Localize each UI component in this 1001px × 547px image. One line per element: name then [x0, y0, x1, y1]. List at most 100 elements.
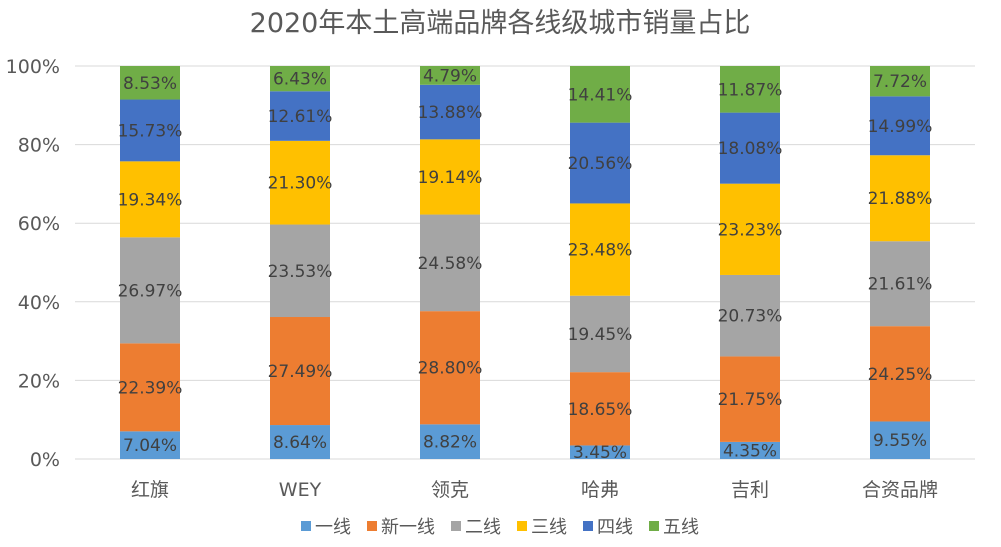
data-label: 6.43% — [273, 70, 327, 90]
data-label: 24.25% — [868, 365, 933, 385]
bar-segment — [120, 66, 180, 100]
data-label: 22.39% — [118, 378, 183, 398]
legend-swatch — [451, 521, 461, 531]
legend-swatch — [301, 521, 311, 531]
legend-swatch — [649, 521, 659, 531]
x-category-label: 红旗 — [131, 479, 169, 501]
legend-label: 四线 — [597, 517, 633, 538]
legend-label: 三线 — [531, 517, 567, 538]
bar-segment — [420, 424, 480, 459]
x-category-label: 哈弗 — [581, 479, 619, 501]
data-label: 23.53% — [268, 262, 333, 282]
bar-segment — [720, 356, 780, 442]
data-label: 27.49% — [268, 362, 333, 382]
bar-segment — [870, 241, 930, 327]
data-label: 4.35% — [723, 441, 777, 461]
data-label: 7.72% — [873, 72, 927, 92]
legend-label: 五线 — [663, 517, 699, 538]
bar-segment — [570, 372, 630, 446]
data-label: 20.56% — [568, 154, 633, 174]
bar-segment — [870, 96, 930, 156]
bar-segment — [720, 274, 780, 357]
gridlines — [75, 65, 975, 460]
bar-segment — [420, 214, 480, 312]
data-label: 13.88% — [418, 103, 483, 123]
bar-segment — [720, 66, 780, 113]
y-tick-label: 0% — [30, 449, 60, 471]
bar-segment — [270, 317, 330, 426]
data-label: 7.04% — [123, 436, 177, 456]
bar-segment — [570, 122, 630, 204]
bar-segment — [420, 311, 480, 425]
data-label: 3.45% — [573, 443, 627, 463]
y-tick-label: 20% — [18, 370, 60, 392]
bar-segment — [120, 431, 180, 459]
data-label: 21.75% — [718, 390, 783, 410]
data-label: 28.80% — [418, 359, 483, 379]
bar-segment — [420, 139, 480, 215]
legend-swatch — [517, 521, 527, 531]
bar-segment — [270, 91, 330, 141]
bar-segment — [570, 445, 630, 459]
bar-segment — [570, 203, 630, 296]
data-label: 8.64% — [273, 433, 327, 453]
legend: 一线 新一线 二线 三线 四线 五线 — [301, 517, 699, 538]
data-label: 14.99% — [868, 117, 933, 137]
x-axis-ticks: 红旗 WEY 领克 哈弗 吉利 合资品牌 — [131, 479, 938, 501]
bar-segment — [120, 237, 180, 344]
bar-segment — [120, 161, 180, 238]
bar-segment — [270, 224, 330, 318]
data-label: 24.58% — [418, 254, 483, 274]
data-label: 18.08% — [718, 139, 783, 159]
bar-segment — [270, 66, 330, 92]
y-tick-label: 60% — [18, 213, 60, 235]
y-tick-label: 100% — [6, 56, 60, 78]
bar-segment — [270, 425, 330, 459]
data-label: 20.73% — [718, 307, 783, 327]
bar-segment — [270, 140, 330, 225]
data-labels: 7.04% 22.39% 26.97% 19.34% 15.73% 8.53% 8.64% 2… — [118, 66, 933, 463]
bar-segment — [720, 441, 780, 459]
data-label: 12.61% — [268, 107, 333, 127]
x-category-label: 领克 — [431, 479, 469, 501]
x-category-label: 吉利 — [731, 479, 769, 501]
data-label: 14.41% — [568, 85, 633, 105]
y-axis-ticks: 0% 20% 40% 60% 80% 100% — [6, 56, 60, 471]
legend-label: 一线 — [315, 517, 351, 538]
bar-segment — [120, 343, 180, 432]
data-label: 4.79% — [423, 66, 477, 86]
data-label: 21.61% — [868, 275, 933, 295]
bar-segment — [870, 155, 930, 242]
x-category-label: WEY — [279, 479, 322, 501]
data-label: 19.14% — [418, 168, 483, 188]
legend-swatch — [367, 521, 377, 531]
y-tick-label: 40% — [18, 292, 60, 314]
data-label: 11.87% — [718, 80, 783, 100]
legend-swatch — [583, 521, 593, 531]
data-label: 15.73% — [118, 121, 183, 141]
bar-segment — [570, 66, 630, 123]
bar-segment — [870, 421, 930, 459]
data-label: 21.30% — [268, 174, 333, 194]
data-label: 9.55% — [873, 431, 927, 451]
data-label: 21.88% — [868, 189, 933, 209]
bar-segment — [720, 112, 780, 184]
bar-segment — [870, 66, 930, 97]
data-label: 8.53% — [123, 74, 177, 94]
bar-segment — [720, 183, 780, 275]
data-label: 26.97% — [118, 281, 183, 301]
data-label: 19.34% — [118, 190, 183, 210]
data-label: 19.45% — [568, 325, 633, 345]
bar-segment — [870, 326, 930, 422]
bar-segment — [570, 295, 630, 373]
bar-segment — [120, 99, 180, 162]
data-label: 8.82% — [423, 433, 477, 453]
chart-title: 2020年本土高端品牌各线级城市销量占比 — [250, 8, 751, 39]
legend-label: 二线 — [465, 517, 501, 538]
legend-label: 新一线 — [381, 517, 435, 538]
data-label: 23.23% — [718, 220, 783, 240]
bar-segment — [420, 66, 480, 85]
bar-segment — [420, 84, 480, 140]
